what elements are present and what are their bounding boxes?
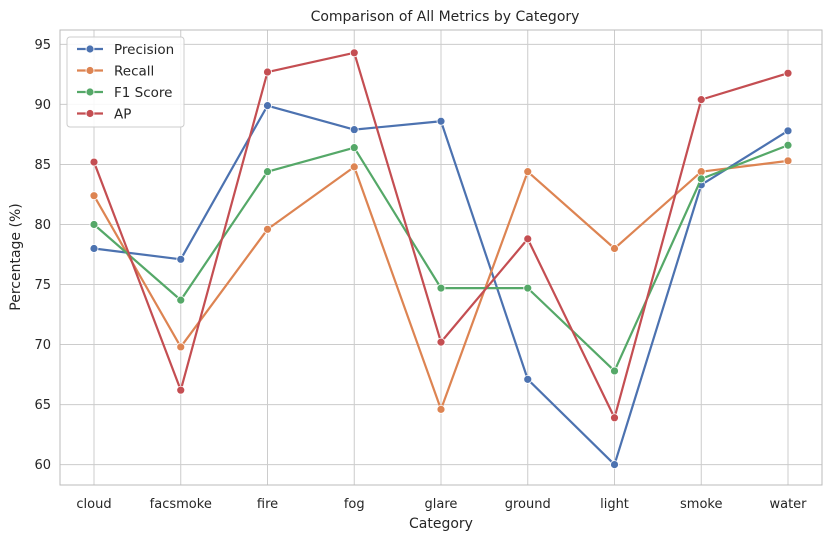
x-tick-label: glare (425, 497, 458, 512)
y-tick-label: 90 (34, 98, 51, 113)
data-point (89, 220, 99, 229)
data-point (696, 174, 706, 184)
legend-label: AP (114, 107, 131, 123)
series-lines (89, 48, 793, 469)
data-point (436, 116, 446, 126)
data-point (696, 95, 706, 105)
data-point (610, 460, 619, 469)
data-point (523, 283, 533, 293)
data-point (349, 162, 359, 172)
legend-swatch-marker (85, 66, 95, 75)
legend-swatch-marker (85, 109, 95, 118)
data-point (89, 244, 99, 253)
data-point (349, 48, 359, 58)
legend-entry: Precision (77, 42, 174, 58)
x-tick-label: smoke (680, 497, 722, 512)
legend-label: Recall (114, 64, 154, 80)
series-precision (89, 101, 793, 469)
data-point (263, 167, 272, 177)
data-point (436, 283, 446, 293)
x-tick-label: cloud (76, 497, 111, 512)
series-f1-score (89, 140, 793, 376)
plot-frame (59, 29, 823, 486)
y-tick-label: 75 (34, 278, 51, 293)
data-point (176, 254, 186, 264)
data-point (263, 224, 272, 234)
legend-entry: F1 Score (77, 85, 172, 101)
data-point (436, 404, 446, 414)
legend-swatch-marker (85, 44, 95, 54)
data-point (89, 191, 99, 201)
data-point (696, 167, 706, 177)
data-point (610, 413, 619, 423)
chart-title: Comparison of All Metrics by Category (311, 9, 580, 25)
data-point (523, 374, 533, 384)
data-point (176, 295, 186, 305)
data-point (89, 157, 99, 167)
legend-box (66, 36, 185, 128)
x-tick-label: water (769, 497, 807, 512)
legend-label: F1 Score (114, 85, 172, 101)
x-tick-label: light (600, 497, 629, 512)
x-tick-label: fog (344, 497, 365, 512)
y-axis-label: Percentage (%) (8, 203, 24, 310)
data-point (783, 140, 793, 150)
data-point (783, 156, 793, 166)
data-point (349, 143, 359, 153)
y-tick-label: 60 (34, 458, 51, 473)
legend-entry: Recall (77, 64, 154, 80)
series-ap (89, 48, 793, 423)
data-point (610, 366, 619, 376)
data-point (523, 167, 533, 177)
legend-swatch-marker (85, 87, 95, 97)
x-tick-label: ground (505, 497, 551, 512)
x-tick-label: facsmoke (150, 497, 212, 512)
tick-labels: 60 65 70 75 80 85 90 95 cloud facsmoke fire fog glar… (34, 38, 807, 512)
data-point (436, 337, 446, 347)
legend-entry: AP (77, 107, 131, 123)
series-recall (89, 156, 793, 414)
data-point (523, 234, 533, 244)
data-point (263, 67, 272, 77)
y-tick-label: 70 (34, 338, 51, 353)
y-tick-label: 95 (34, 38, 51, 53)
x-tick-label: fire (257, 497, 278, 512)
data-point (176, 385, 186, 395)
legend-label: Precision (114, 42, 174, 58)
y-tick-label: 80 (34, 218, 51, 233)
data-point (349, 125, 359, 135)
data-point (610, 244, 619, 253)
data-point (176, 342, 186, 352)
y-tick-label: 65 (34, 398, 51, 413)
x-axis-label: Category (409, 516, 473, 532)
y-tick-label: 85 (34, 158, 51, 173)
data-point (783, 68, 793, 78)
legend: Precision Recall F1 Score AP (66, 36, 185, 128)
data-point (263, 101, 272, 111)
data-point (783, 126, 793, 136)
